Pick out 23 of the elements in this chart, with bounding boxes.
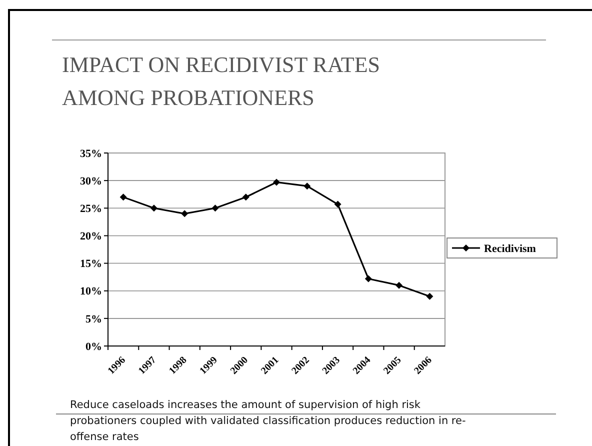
y-tick-label: 30%	[80, 175, 102, 188]
point	[181, 210, 188, 218]
chart-title: IMPACT ON RECIDIVIST RATES AMONG PROBATIONERS	[62, 52, 380, 110]
y-tick-label: 20%	[80, 230, 102, 243]
y-tick-label: 10%	[80, 286, 102, 298]
point	[334, 200, 342, 208]
point	[304, 182, 311, 190]
point	[120, 194, 127, 201]
legend-label: Recidivism	[484, 242, 536, 255]
point	[242, 194, 250, 201]
point	[273, 178, 280, 186]
point	[426, 292, 434, 300]
point	[364, 275, 372, 282]
text: Reduce caseloads increases the amount of supervision of high risk probationers coupled with validated classification produces reduction in re-offense rates	[70, 399, 466, 443]
x-tick-label: 1999	[198, 354, 220, 377]
point	[150, 204, 158, 212]
point	[396, 282, 403, 289]
y-tick-label: 15%	[80, 258, 102, 270]
y-tick-label: 35%	[80, 148, 102, 160]
y-tick-label: 0%	[86, 340, 102, 353]
y-tick-label: 25%	[80, 202, 102, 215]
point	[212, 204, 219, 212]
y-tick-label: 5%	[86, 313, 102, 326]
